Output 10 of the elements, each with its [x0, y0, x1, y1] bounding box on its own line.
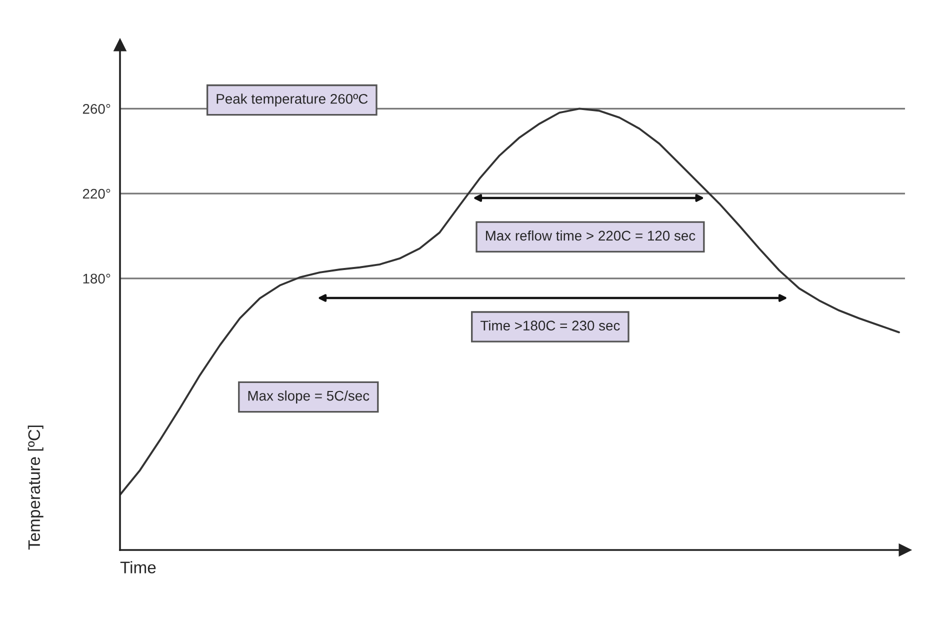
annotation: Time >180C = 230 sec: [480, 320, 620, 331]
x-axis-title: Time: [120, 561, 156, 574]
annotation: Peak temperature 260ºC: [216, 94, 368, 107]
annotation: Max slope = 5C/sec: [248, 390, 370, 404]
y-tick-label: 260°: [82, 104, 110, 114]
annotation: Max reflow time > 220C = 120 sec: [486, 230, 696, 241]
y-tick-label: 180°: [83, 274, 110, 284]
line-series: [120, 108, 900, 496]
y-tick-label: 220°: [82, 188, 110, 199]
y-axis-title: Temperature [ºC]: [28, 426, 44, 550]
